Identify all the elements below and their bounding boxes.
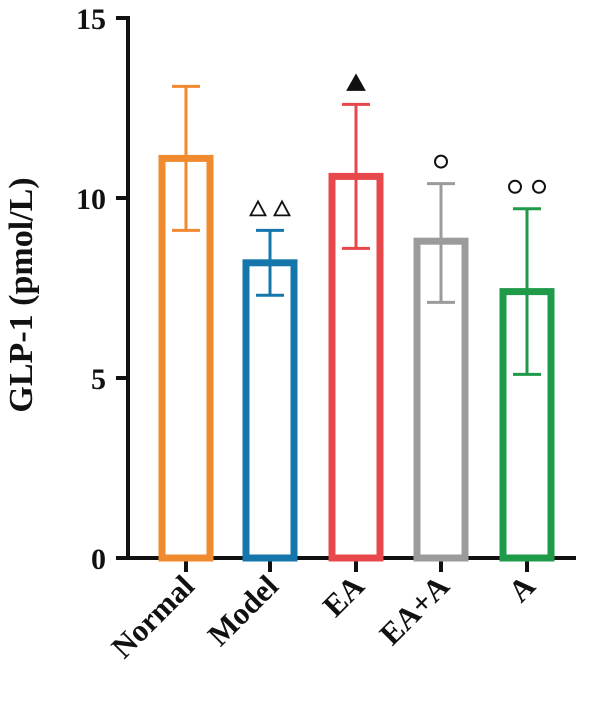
open-circle-marker: [532, 179, 546, 194]
y-axis-title: GLP-1 (pmol/L): [3, 177, 40, 412]
error-bars-group: [172, 84, 541, 376]
x-tick-label: Normal: [104, 568, 201, 665]
y-tick-label: 0: [91, 543, 106, 576]
open-circle-marker: [508, 179, 522, 194]
error-bar: [427, 182, 455, 304]
significance-markers: [248, 73, 546, 217]
error-bar: [172, 84, 200, 232]
axis-labels: 0 5 10 15 Normal Model EA EA+A A: [76, 3, 542, 665]
y-tick-label: 5: [91, 363, 106, 396]
filled-triangle-marker: [346, 73, 366, 91]
x-tick-label: A: [501, 568, 542, 609]
error-bar: [513, 207, 541, 376]
x-tick-label: EA+A: [372, 568, 456, 652]
open-circle-marker: [434, 154, 448, 169]
x-tick-label: Model: [201, 568, 286, 653]
error-bar: [342, 102, 370, 250]
y-tick-label: 15: [76, 3, 106, 36]
bar-model: [242, 259, 298, 562]
error-bar: [256, 228, 284, 297]
open-triangle-marker: [248, 199, 268, 217]
open-triangle-marker: [272, 199, 292, 217]
x-tick-label: EA: [316, 568, 372, 624]
y-tick-label: 10: [76, 183, 106, 216]
